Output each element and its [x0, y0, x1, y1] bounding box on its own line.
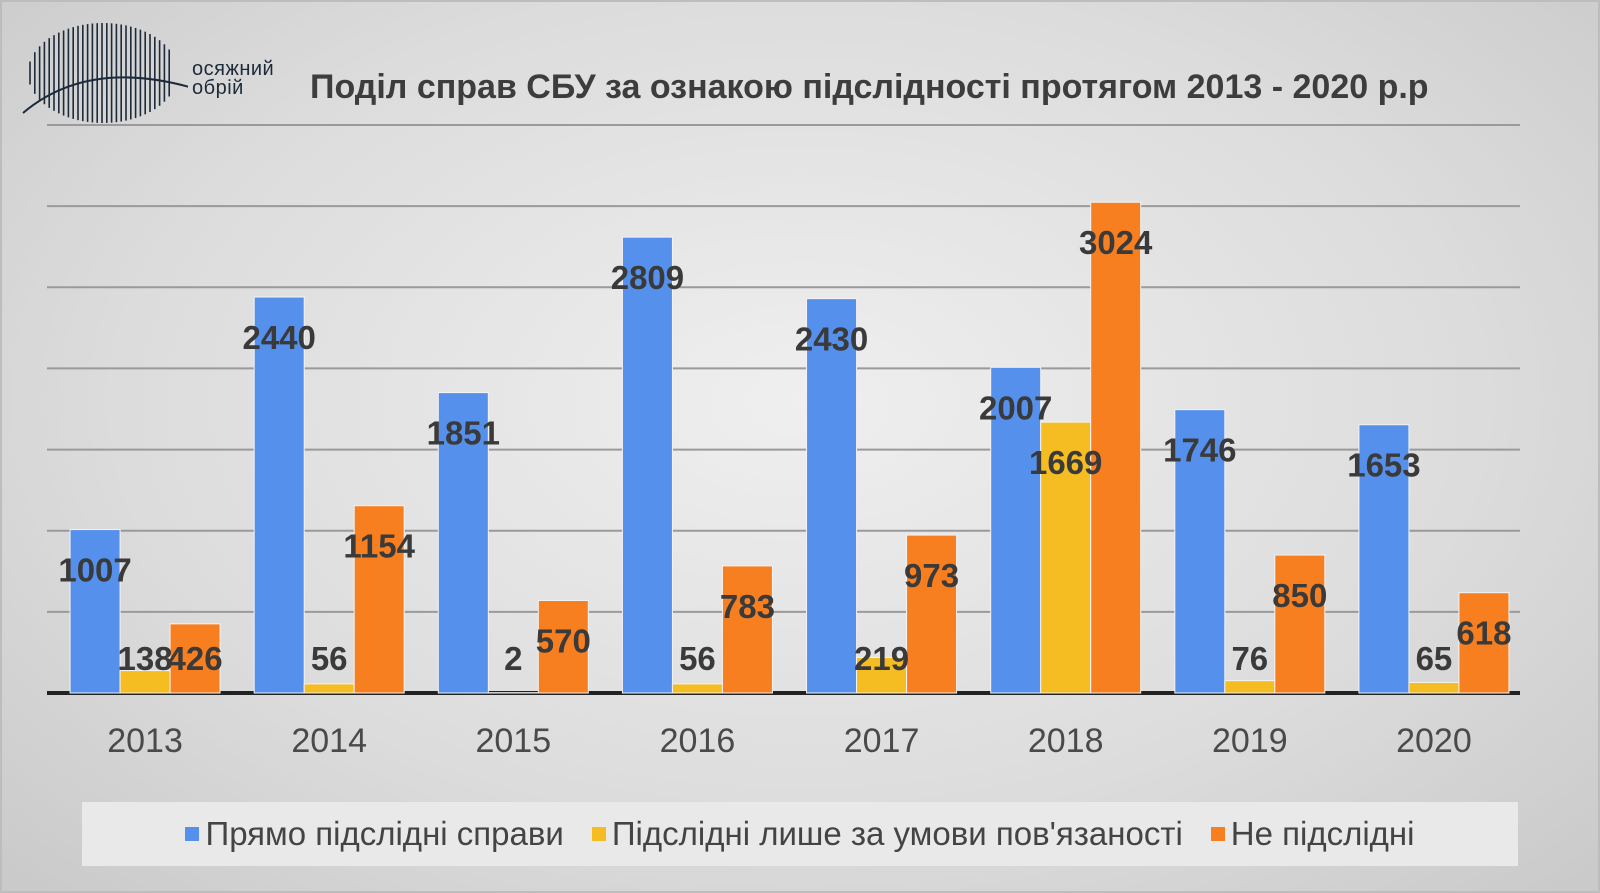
- data-label: 973: [904, 557, 959, 594]
- bar: [1090, 201, 1142, 694]
- data-label: 1746: [1163, 432, 1236, 469]
- bar: [806, 298, 858, 694]
- x-tick-label: 2018: [1028, 722, 1104, 760]
- bar: [537, 599, 589, 694]
- legend-swatch: [1210, 827, 1225, 841]
- bar: [906, 534, 958, 694]
- data-label: 3024: [1079, 224, 1153, 261]
- logo-line-2: обрій: [192, 77, 244, 99]
- osyazhnyi-obrii-logo: [22, 23, 188, 123]
- x-tick-label: 2019: [1212, 722, 1288, 760]
- data-label: 2007: [979, 389, 1052, 426]
- bar: [353, 505, 405, 694]
- legend: Прямо підслідні справи Підслідні лише за…: [82, 802, 1518, 866]
- data-label: 426: [168, 640, 223, 677]
- bar: [1174, 409, 1226, 694]
- bar: [856, 656, 908, 694]
- legend-item-direct: Прямо підслідні справи: [185, 815, 564, 853]
- bar: [303, 683, 355, 694]
- chart-title: Поділ справ СБУ за ознакою підслідності …: [310, 68, 1429, 106]
- data-label: 56: [311, 640, 348, 677]
- x-tick-label: 2015: [475, 722, 551, 760]
- data-label: 1669: [1029, 444, 1102, 481]
- x-tick-label: 2013: [107, 722, 183, 760]
- legend-item-conditional: Підслідні лише за умови пов'язаності: [591, 815, 1183, 853]
- data-label: 618: [1456, 615, 1511, 652]
- bar: [1274, 554, 1326, 694]
- data-label: 1007: [58, 552, 131, 589]
- bar: [253, 296, 305, 694]
- data-label: 1653: [1347, 447, 1420, 484]
- bar: [721, 565, 773, 694]
- bar: [437, 392, 489, 694]
- data-label: 2440: [242, 319, 315, 356]
- data-label: 138: [118, 640, 173, 677]
- data-label: 783: [720, 588, 775, 625]
- bar: [671, 683, 723, 694]
- x-tick-label: 2020: [1396, 722, 1472, 760]
- legend-swatch: [591, 827, 606, 841]
- data-label: 76: [1231, 640, 1268, 677]
- bar: [1358, 424, 1410, 694]
- legend-item-not: Не підслідні: [1210, 815, 1415, 853]
- legend-label: Не підслідні: [1230, 815, 1415, 852]
- bar: [1040, 421, 1092, 694]
- data-label: 570: [536, 622, 591, 659]
- data-label: 2430: [795, 321, 868, 358]
- data-label: 850: [1272, 577, 1327, 614]
- bar: [1224, 680, 1276, 694]
- data-label: 2809: [611, 259, 684, 296]
- x-tick-label: 2017: [844, 722, 920, 760]
- data-label: 219: [854, 640, 909, 677]
- bar: [69, 529, 121, 694]
- legend-label: Прямо підслідні справи: [205, 815, 564, 852]
- data-label: 1154: [343, 528, 415, 565]
- data-label: 2: [504, 640, 522, 677]
- bar: [169, 623, 221, 694]
- data-label: 65: [1416, 640, 1453, 677]
- data-label: 1851: [427, 415, 500, 452]
- bar: [1458, 592, 1510, 694]
- x-tick-label: 2016: [660, 722, 736, 760]
- x-tick-label: 2014: [291, 722, 367, 760]
- logo-text: осяжний обрій: [192, 58, 275, 99]
- logo-line-1: осяжний: [192, 58, 275, 80]
- legend-label: Підслідні лише за умови пов'язаності: [611, 815, 1183, 852]
- bar: [1408, 681, 1460, 694]
- legend-swatch: [185, 827, 200, 841]
- bar: [621, 236, 673, 694]
- data-label: 56: [679, 640, 716, 677]
